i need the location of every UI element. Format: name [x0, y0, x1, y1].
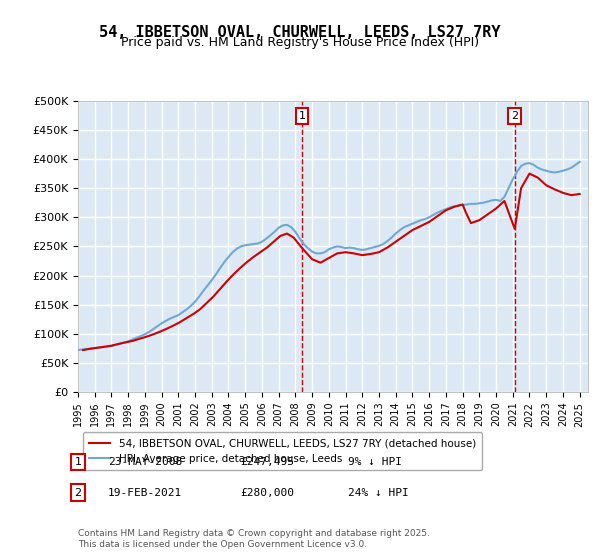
Text: Price paid vs. HM Land Registry's House Price Index (HPI): Price paid vs. HM Land Registry's House … [121, 36, 479, 49]
Text: 24% ↓ HPI: 24% ↓ HPI [348, 488, 409, 498]
Text: 2: 2 [74, 488, 82, 498]
Text: Contains HM Land Registry data © Crown copyright and database right 2025.
This d: Contains HM Land Registry data © Crown c… [78, 529, 430, 549]
Text: 1: 1 [74, 457, 82, 467]
Text: 2: 2 [511, 111, 518, 121]
Text: £280,000: £280,000 [240, 488, 294, 498]
Text: 1: 1 [298, 111, 305, 121]
Text: 23-MAY-2008: 23-MAY-2008 [108, 457, 182, 467]
Text: £247,495: £247,495 [240, 457, 294, 467]
Text: 19-FEB-2021: 19-FEB-2021 [108, 488, 182, 498]
Text: 9% ↓ HPI: 9% ↓ HPI [348, 457, 402, 467]
Text: 54, IBBETSON OVAL, CHURWELL, LEEDS, LS27 7RY: 54, IBBETSON OVAL, CHURWELL, LEEDS, LS27… [99, 25, 501, 40]
Legend: 54, IBBETSON OVAL, CHURWELL, LEEDS, LS27 7RY (detached house), HPI: Average pric: 54, IBBETSON OVAL, CHURWELL, LEEDS, LS27… [83, 432, 482, 470]
